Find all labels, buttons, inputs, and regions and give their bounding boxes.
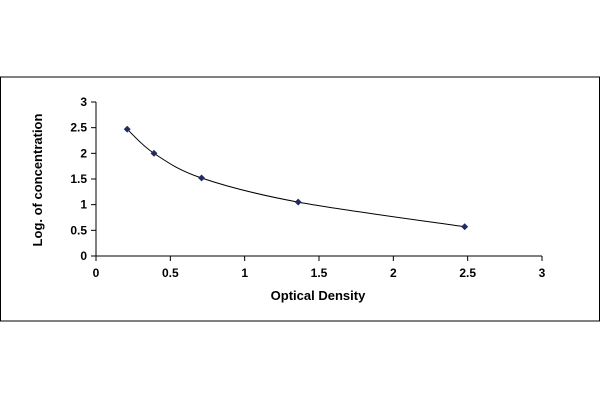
fit-curve-line bbox=[126, 128, 465, 228]
fit-curve bbox=[126, 128, 465, 228]
tick-labels: 0 0.5 1 1.5 2 2.5 3 0 0.5 1 1.5 2 2.5 3 bbox=[70, 95, 545, 280]
y-tick-label: 2 bbox=[80, 146, 87, 160]
y-axis-title: Log. of concentration bbox=[30, 114, 45, 247]
data-point-marker bbox=[150, 149, 158, 157]
y-tick-label: 2.5 bbox=[70, 121, 87, 135]
data-points bbox=[123, 125, 469, 231]
x-tick-label: 1 bbox=[241, 266, 248, 280]
data-point-marker bbox=[123, 125, 131, 133]
x-axis-title: Optical Density bbox=[271, 288, 366, 303]
y-tick-label: 1.5 bbox=[70, 172, 87, 186]
data-point-marker bbox=[461, 223, 469, 231]
x-tick-label: 2.5 bbox=[459, 266, 476, 280]
data-point-marker bbox=[197, 174, 206, 182]
x-tick-label: 1.5 bbox=[311, 266, 328, 280]
axes bbox=[91, 101, 543, 261]
x-tick-label: 2 bbox=[390, 266, 397, 280]
y-tick-label: 1 bbox=[80, 198, 87, 212]
x-tick-label: 0.5 bbox=[162, 266, 179, 280]
x-tick-label: 3 bbox=[539, 266, 546, 280]
y-tick-label: 0.5 bbox=[70, 223, 87, 237]
data-point-marker bbox=[294, 198, 302, 206]
y-tick-label: 0 bbox=[80, 249, 87, 263]
x-tick-label: 0 bbox=[93, 266, 100, 280]
y-tick-label: 3 bbox=[80, 95, 87, 109]
